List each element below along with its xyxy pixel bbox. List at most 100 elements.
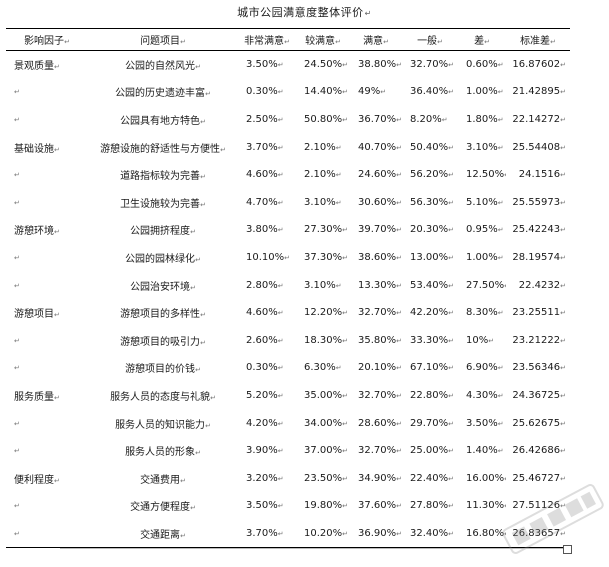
cell-mark-icon: ↵ [277,309,284,318]
cell-mark-icon: ↵ [200,117,206,126]
cell-mark-icon: ↵ [180,38,186,46]
percent-value: 19.80% [304,500,343,512]
factor-label: 景观质量 [14,61,54,73]
cell-mark-icon: ↵ [560,253,566,262]
percent-value: 3.50% [246,500,278,512]
cell-mark-icon: ↵ [396,61,402,70]
paragraph-mark-icon: ↵ [364,9,372,18]
column-header: 一般↵ [402,28,458,51]
cell-mark-icon: ↵ [380,88,387,97]
percent-cell: 6.90%↵ [458,354,506,382]
std-cell: 23.25511↵ [506,299,570,327]
table-header-row: 影响因子↵ 问题项目↵ 非常满意↵ 较满意↵ 满意↵ 一般↵ 差↵ 标准差↵ [6,28,570,51]
percent-cell: 3.70%↵ [238,519,296,548]
item-cell: 卫生设施较为完善↵ [88,188,238,216]
cell-mark-icon: ↵ [342,88,349,97]
factor-cell: 服务质量↵ [6,382,88,410]
item-cell: 公园的园林绿化↵ [88,244,238,272]
item-cell: 游憩项目的多样性↵ [88,299,238,327]
item-label: 游憩项目的吸引力 [120,336,201,348]
item-label: 道路指标较为完善 [120,171,201,183]
factor-cell: 景观质量↵ [6,51,88,79]
cell-mark-icon: ↵ [54,145,60,154]
cell-mark-icon: ↵ [448,447,455,456]
percent-cell: 0.30%↵ [238,78,296,106]
cell-mark-icon: ↵ [497,226,504,235]
percent-value: 4.60% [246,169,278,181]
cell-mark-icon: ↵ [396,253,402,262]
cell-mark-icon: ↵ [277,171,284,180]
percent-value: 56.20% [410,169,449,181]
percent-cell: 27.50%↵ [458,271,506,299]
percent-cell: 1.00%↵ [458,78,506,106]
cell-mark-icon: ↵ [497,143,504,152]
column-header-label: 标准差 [520,36,551,47]
cell-mark-icon: ↵ [277,529,284,538]
percent-value: 20.30% [410,224,449,236]
percent-cell: 53.40%↵ [402,271,458,299]
cell-mark-icon: ↵ [14,364,20,373]
cell-mark-icon: ↵ [560,281,566,290]
percent-cell: 1.80%↵ [458,106,506,134]
cell-mark-icon: ↵ [277,447,284,456]
percent-cell: 32.70%↵ [350,437,402,465]
cell-mark-icon: ↵ [396,529,402,538]
cell-mark-icon: ↵ [396,226,402,235]
std-value: 26.83657 [512,528,560,539]
percent-value: 36.90% [358,527,397,539]
table-row: ↵ 服务人员的知识能力↵ 4.20%↵ 34.00%↵ 28.60%↵ 29.70%↵ 3.… [6,409,570,437]
cell-mark-icon: ↵ [342,61,349,70]
percent-value: 4.20% [246,417,278,429]
item-cell: 交通距离↵ [88,519,238,548]
percent-cell: 3.80%↵ [238,216,296,244]
cell-mark-icon: ↵ [64,38,70,46]
cell-mark-icon: ↵ [195,366,201,375]
table-row: ↵ 游憩项目的吸引力↵ 2.60%↵ 18.30%↵ 35.80%↵ 33.30%↵ 10%… [6,326,570,354]
item-label: 游憩设施的舒适性与方便性 [100,143,221,155]
item-cell: 公园的历史遗迹丰富↵ [88,78,238,106]
percent-value: 40.70% [358,141,397,153]
std-value: 25.46727 [512,472,561,484]
cell-mark-icon: ↵ [504,530,506,538]
cell-mark-icon: ↵ [560,171,566,180]
percent-value: 1.00% [466,251,498,263]
percent-cell: 5.20%↵ [238,382,296,410]
cell-mark-icon: ↵ [200,200,206,209]
cell-mark-icon: ↵ [560,61,566,70]
column-header: 较满意↵ [296,28,350,51]
percent-cell: 30.60%↵ [350,188,402,216]
table-title-text: 城市公园满意度整体评价 [237,6,364,19]
percent-cell: 37.60%↵ [350,492,402,520]
table-row: ↵ 道路指标较为完善↵ 4.60%↵ 2.10%↵ 24.60%↵ 56.20%↵ 12.5… [6,161,570,189]
percent-cell: 3.70%↵ [238,133,296,161]
cell-mark-icon: ↵ [560,391,566,400]
table-row: ↵ 公园治安环境↵ 2.80%↵ 3.10%↵ 13.30%↵ 53.40%↵ 27.50%… [6,271,570,299]
cell-mark-icon: ↵ [448,502,455,511]
cell-mark-icon: ↵ [277,391,284,400]
percent-value: 6.90% [466,362,498,374]
percent-cell: 11.30%↵ [458,492,506,520]
item-cell: 交通费用↵ [88,464,238,492]
percent-cell: 2.10%↵ [296,133,350,161]
percent-value: 2.50% [246,113,278,125]
percent-cell: 50.80%↵ [296,106,350,134]
percent-value: 11.30% [466,500,505,512]
cell-mark-icon: ↵ [484,38,490,46]
cell-mark-icon: ↵ [342,226,349,235]
column-header-label: 满意 [363,36,384,47]
item-label: 游憩项目的价钱 [125,364,196,376]
cell-mark-icon: ↵ [448,88,455,97]
item-label: 服务人员的知识能力 [115,419,206,431]
std-value: 22.4232 [518,279,561,291]
cell-mark-icon: ↵ [342,529,349,538]
cell-mark-icon: ↵ [448,336,455,345]
cell-mark-icon: ↵ [342,391,349,400]
percent-cell: 42.20%↵ [402,299,458,327]
factor-label: 游憩环境 [14,226,54,238]
std-cell: 22.4232↵ [506,271,570,299]
percent-cell: 19.80%↵ [296,492,350,520]
table-row: 服务质量↵ 服务人员的态度与礼貌↵ 5.20%↵ 35.00%↵ 32.70%↵ 22.8… [6,382,570,410]
percent-value: 4.70% [246,196,278,208]
resize-handle[interactable] [563,545,572,554]
table-row: ↵ 游憩项目的价钱↵ 0.30%↵ 6.30%↵ 20.10%↵ 67.10%↵ 6.90%… [6,354,570,382]
